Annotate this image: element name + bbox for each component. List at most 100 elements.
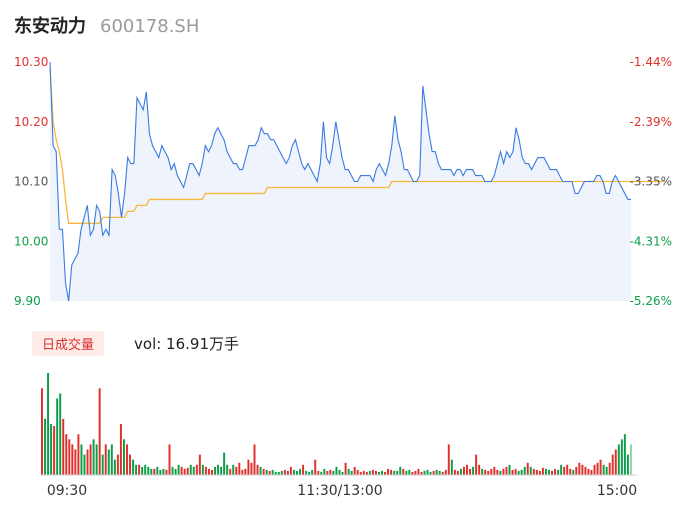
volume-bar: [323, 468, 326, 475]
volume-bar: [438, 470, 441, 475]
volume-bar: [268, 470, 271, 475]
volume-bar: [235, 466, 238, 475]
volume-bar: [374, 470, 377, 475]
volume-bar: [459, 468, 462, 475]
volume-bar: [289, 466, 292, 475]
volume-bar: [551, 470, 553, 475]
price-area: [50, 62, 631, 301]
volume-bar: [162, 468, 165, 475]
volume-bar: [116, 454, 119, 475]
stock-name: 东安动力: [14, 16, 86, 37]
volume-bar: [308, 471, 311, 475]
volume-bar: [244, 468, 247, 475]
volume-bar: [365, 471, 368, 475]
volume-bar: [432, 470, 435, 475]
volume-bar: [317, 470, 320, 475]
volume-bar: [472, 466, 475, 475]
volume-bar: [253, 444, 256, 475]
volume-bar: [384, 471, 387, 475]
volume-bar: [159, 469, 162, 475]
volume-bar: [195, 464, 198, 475]
volume-bar: [53, 426, 56, 475]
volume-bar: [572, 469, 575, 475]
volume-bar: [59, 393, 62, 475]
volume-bar: [211, 469, 213, 475]
volume-bar: [250, 462, 253, 475]
volume-bar: [496, 469, 499, 475]
volume-bar: [353, 466, 356, 475]
volume-bar: [332, 470, 335, 475]
volume-bar: [487, 470, 490, 475]
volume-bar: [563, 466, 566, 475]
volume-bar: [259, 466, 262, 475]
volume-bar: [150, 468, 153, 475]
volume-bar: [89, 444, 92, 475]
volume-bar: [183, 468, 186, 475]
volume-bar: [201, 464, 204, 475]
y-right-tick-label: -4.31%: [630, 234, 672, 248]
header: 东安动力 600178.SH: [14, 12, 199, 40]
volume-bar: [529, 466, 532, 475]
y-left-tick-label: 10.00: [14, 234, 48, 248]
volume-bar: [141, 466, 144, 475]
volume-bar: [584, 466, 587, 475]
volume-bar: [113, 459, 116, 475]
volume-bar: [283, 469, 286, 475]
volume-bar: [629, 444, 632, 475]
volume-bar: [302, 464, 305, 475]
volume-bar: [41, 388, 43, 475]
volume-bar: [390, 469, 393, 475]
volume-bar: [469, 468, 472, 475]
volume-bar: [356, 469, 359, 475]
volume-bar: [408, 469, 411, 475]
volume-bar: [557, 469, 560, 475]
volume-bar: [329, 469, 332, 475]
volume-bar: [581, 464, 584, 475]
volume-bar: [447, 444, 450, 475]
volume-bar: [578, 462, 581, 475]
volume-bar: [122, 439, 125, 475]
volume-bar: [274, 471, 277, 475]
y-left-tick-label: 10.20: [14, 115, 48, 129]
volume-bar: [98, 388, 101, 475]
volume-bar: [526, 462, 529, 475]
volume-bar: [514, 468, 517, 475]
y-right-tick-label: -2.39%: [630, 115, 672, 129]
volume-bar: [262, 468, 265, 475]
volume-bar: [80, 444, 83, 475]
volume-bar: [68, 439, 71, 475]
volume-bar: [399, 466, 402, 475]
volume-bar: [466, 464, 468, 475]
volume-bar: [132, 459, 135, 475]
volume-bar: [44, 418, 47, 475]
volume-bar: [65, 434, 68, 475]
volume-bar: [502, 468, 505, 475]
volume-bar: [623, 434, 626, 475]
volume-bar: [265, 469, 268, 475]
volume-bar: [192, 466, 195, 475]
volume-bar: [335, 466, 338, 475]
volume-bar: [229, 468, 232, 475]
volume-bar: [405, 470, 408, 475]
volume-bar: [277, 471, 280, 475]
volume-bar: [238, 462, 241, 475]
x-tick-label: 09:30: [47, 483, 87, 499]
volume-bar: [311, 469, 314, 475]
volume-bar: [547, 469, 550, 475]
volume-bar: [429, 471, 432, 475]
volume-bar: [441, 471, 444, 475]
volume-bar: [520, 469, 523, 475]
volume-bar: [144, 464, 147, 475]
volume-bar: [377, 471, 380, 475]
volume-bar: [532, 468, 535, 475]
volume-bar: [180, 466, 183, 475]
volume-bar: [95, 444, 98, 475]
volume-bar: [174, 468, 177, 475]
volume-bar: [341, 471, 344, 475]
volume-bar: [338, 469, 341, 475]
volume-bar: [575, 466, 578, 475]
volume-badge[interactable]: 日成交量: [32, 330, 105, 356]
volume-text: vol: 16.91万手: [134, 334, 240, 353]
volume-bar: [271, 469, 274, 475]
volume-bar: [92, 439, 95, 475]
